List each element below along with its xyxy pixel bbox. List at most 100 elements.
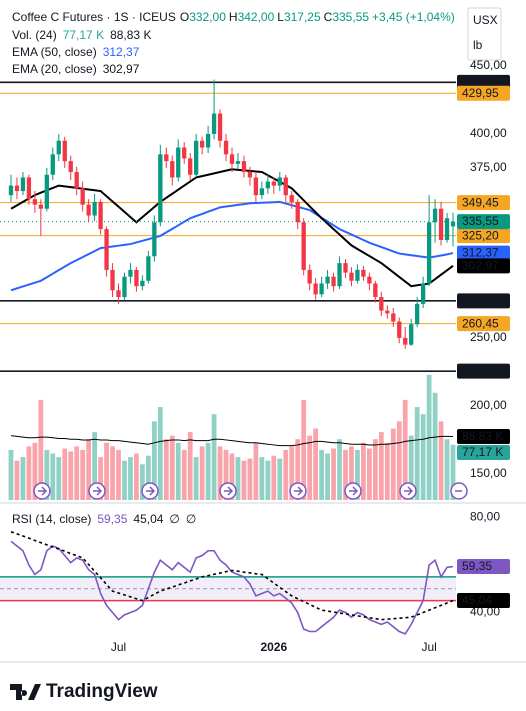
volume-bar (145, 455, 151, 500)
candle-body (415, 303, 420, 325)
candle-body (265, 181, 270, 189)
candle-body (205, 133, 211, 148)
volume-bar (414, 407, 420, 500)
candle-body (409, 324, 414, 345)
candle-body (182, 147, 187, 159)
volume-ma-line (10, 435, 454, 447)
ohlc-value: 317,25 (284, 10, 321, 24)
volume-bar (420, 414, 426, 500)
volume-bar (355, 449, 360, 500)
ohlc-value: 332,00 (189, 10, 226, 24)
candle-body (253, 177, 259, 196)
ohlc-key: H (229, 10, 238, 24)
volume-bar (313, 428, 319, 500)
y-tick-label: 150,00 (470, 466, 507, 480)
candle-body (301, 222, 306, 270)
candle-body (397, 321, 402, 338)
candle-body (217, 113, 223, 141)
currency-box[interactable] (467, 7, 502, 61)
rsi-last-label-bg (457, 593, 510, 609)
ema-last-label-bg (457, 258, 510, 274)
ohlc-value: 335,55 (332, 10, 369, 24)
candle-body (444, 218, 450, 240)
volume-bar (277, 458, 283, 500)
rsi-value: 59,35 (97, 512, 127, 526)
candle-body (283, 177, 288, 196)
y-tick-label: 375,00 (470, 160, 507, 174)
rsi-pane (0, 530, 456, 635)
candle-body (313, 283, 318, 295)
volume-bar (44, 449, 50, 500)
candle-body (307, 269, 312, 284)
candle-body (295, 201, 300, 223)
volume-bar (283, 449, 289, 500)
price-line-label-bg (457, 195, 510, 211)
volume-bar (241, 460, 247, 500)
price-line-label-bg (457, 228, 510, 244)
candle-body (152, 222, 157, 257)
ema-last-label: 312,37 (462, 246, 499, 260)
candle-body (229, 154, 235, 164)
candle-body (122, 276, 127, 298)
volume-bar (211, 414, 217, 500)
last-price-label: 335,55 (462, 214, 499, 228)
rsi-line (10, 540, 454, 635)
candle-body (385, 310, 390, 314)
ema-legend: EMA (20, close) 302,97 (12, 62, 140, 76)
candle-body (391, 313, 396, 322)
candle-body (86, 204, 91, 216)
volume-bar (20, 457, 26, 500)
volume-bar (259, 457, 265, 500)
y-tick-label: 200,00 (470, 398, 507, 412)
candle-body (259, 188, 265, 196)
volume-bar (396, 421, 402, 500)
candle-body (14, 185, 20, 192)
rsi-legend: RSI (14, close) 59,35 45,04 ∅ ∅ (12, 512, 196, 526)
candle-body (373, 283, 378, 298)
price-line-label: 349,45 (462, 195, 499, 209)
volume-bar (110, 446, 115, 500)
candle-body (438, 208, 444, 240)
volume-bar (175, 442, 181, 500)
volume-bar (235, 457, 241, 500)
logo-icon (10, 684, 41, 700)
candle-body (98, 201, 103, 230)
volume-bar (223, 449, 229, 500)
volume-bar (343, 449, 348, 500)
price-line-label-bg (457, 293, 510, 309)
x-tick-label: 2026 (260, 640, 287, 654)
volume-bar (319, 449, 324, 500)
ema-last-label: 302,97 (462, 259, 499, 273)
volume-bar (444, 439, 450, 500)
candle-body (277, 177, 282, 186)
rsi-last-label: 59,35 (462, 559, 492, 573)
price-line-label: 225,50 (462, 364, 499, 378)
candle-body (164, 154, 169, 162)
volume-bar (432, 392, 438, 500)
volume-name: Vol. (24) (12, 28, 57, 42)
rsi-tick-label: 40,00 (470, 605, 500, 619)
volume-bar (402, 399, 408, 500)
volume-bar (68, 451, 74, 500)
volume-bar (229, 453, 235, 500)
brand: TradingView (46, 681, 158, 702)
candle-body (134, 269, 139, 287)
volume-label-bg (457, 444, 510, 460)
ohlc-key: C (324, 10, 333, 24)
rsi-last-label: 45,04 (462, 593, 492, 607)
volume-bar (337, 439, 342, 500)
ema-value: 312,37 (103, 45, 140, 59)
candle-body (432, 208, 438, 223)
candle-body (325, 276, 330, 284)
volume-bar (271, 455, 277, 500)
rsi-tick-label: 80,00 (470, 510, 500, 524)
price-line-label: 325,20 (462, 228, 499, 242)
volume-value: 77,17 K (63, 28, 104, 42)
candle-body (450, 221, 456, 227)
candle-body (379, 297, 384, 311)
volume-ma-label-bg (457, 428, 510, 444)
volume-bar (361, 442, 366, 500)
ema-value: 302,97 (103, 62, 140, 76)
volume-bar (134, 453, 139, 500)
volume-legend: Vol. (24) 77,17 K 88,83 K (12, 28, 151, 42)
